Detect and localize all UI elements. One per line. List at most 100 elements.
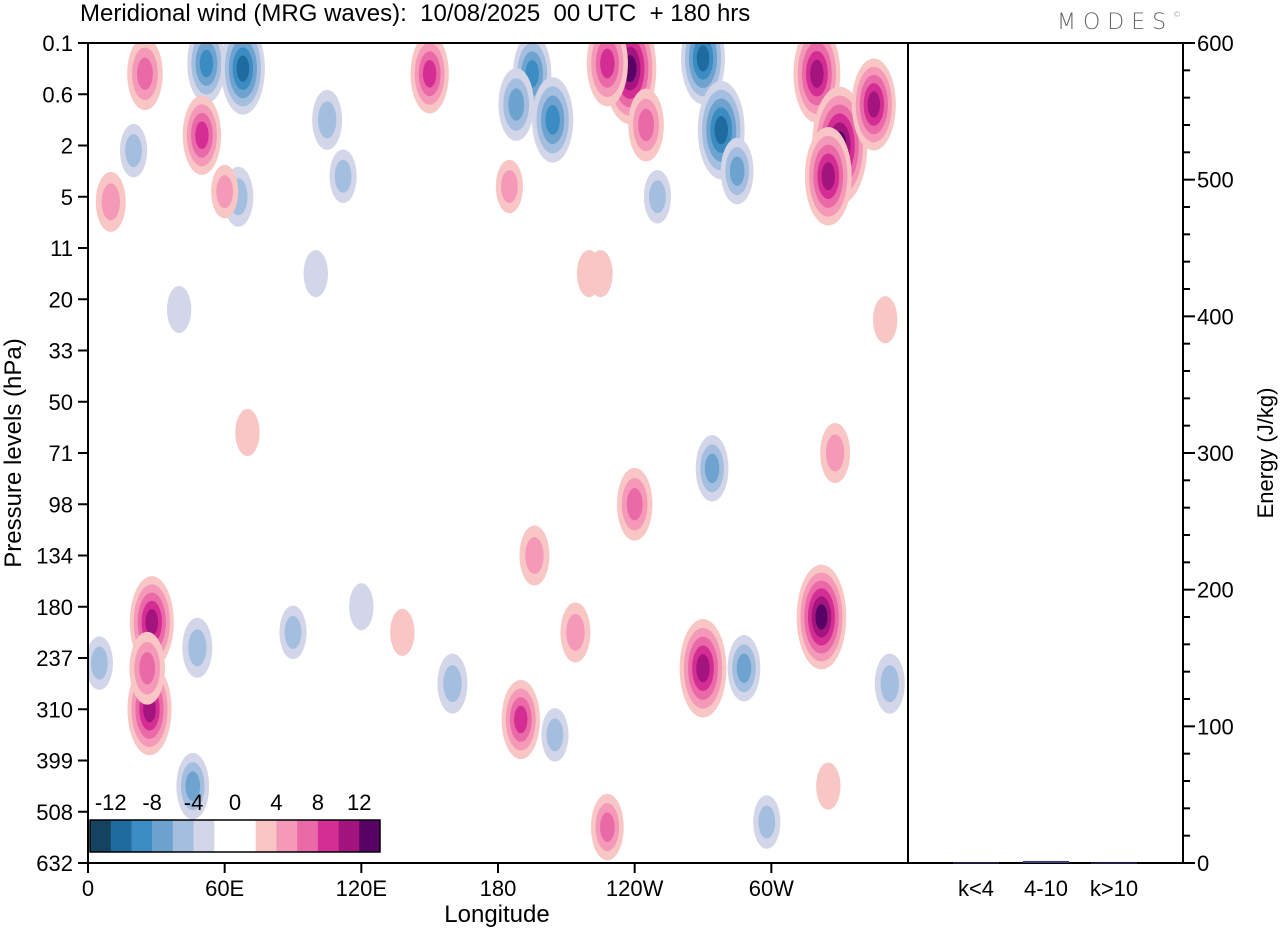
contour-blob <box>211 164 239 219</box>
colorbar-swatch <box>110 820 132 852</box>
contour-blob <box>501 679 540 760</box>
x-tick-label: 180 <box>480 876 517 901</box>
y-tick-label: 508 <box>36 800 73 825</box>
contour-level <box>816 762 841 810</box>
contour-blob <box>127 43 163 111</box>
colorbar-swatch <box>90 820 112 852</box>
contour-blob <box>495 159 523 214</box>
y-tick-label: 20 <box>49 287 73 312</box>
contour-blob <box>235 408 260 457</box>
colorbar-swatch <box>235 820 257 852</box>
contour-level <box>873 296 898 344</box>
chart-title: Meridional wind (MRG waves): 10/08/2025 … <box>80 0 751 27</box>
energy-bar <box>953 862 999 864</box>
contour-level <box>704 453 720 484</box>
contour-blob <box>303 250 328 298</box>
contour-level <box>649 180 666 214</box>
x-tick-label: 120W <box>606 876 664 901</box>
contour-blob <box>279 605 307 660</box>
colorbar-swatch <box>359 820 381 852</box>
colorbar-swatch <box>193 820 215 852</box>
contour-level <box>443 665 462 703</box>
x-tick-label: 60W <box>749 876 794 901</box>
energy-tick-label: 500 <box>1197 168 1234 193</box>
contour-blob <box>874 653 905 714</box>
contour-blob <box>804 127 852 226</box>
contour-blob <box>616 467 653 541</box>
x-tick-label: 0 <box>82 876 94 901</box>
contour-level <box>546 718 564 752</box>
contour-blob <box>390 608 415 656</box>
contour-level <box>566 613 585 651</box>
contour-blob <box>220 43 265 115</box>
contour-blob <box>410 43 449 114</box>
energy-bar-frame <box>907 42 1184 864</box>
colorbar-swatch <box>276 820 298 852</box>
x-axis-label: Longitude <box>444 901 549 928</box>
contour-level <box>867 91 881 118</box>
contour-level <box>626 488 643 521</box>
contour-blob <box>187 43 226 104</box>
contour-level <box>810 59 824 88</box>
contour-blob <box>95 171 126 232</box>
contour-level <box>588 250 613 298</box>
contour-level <box>125 134 142 168</box>
colorbar-label: -4 <box>184 790 204 815</box>
contour-blob <box>643 169 672 224</box>
contour-level <box>139 652 156 685</box>
contour-blob <box>541 708 569 762</box>
contour-blob <box>628 88 664 162</box>
colorbar-label: 0 <box>229 790 241 815</box>
contour-level <box>303 250 328 298</box>
contour-level <box>166 285 192 334</box>
contour-level <box>545 104 560 135</box>
y-tick-label: 11 <box>50 236 73 261</box>
colorbar-swatch <box>255 820 277 852</box>
modes-logo: MODES© <box>1057 10 1182 35</box>
contour-blob <box>166 285 192 334</box>
contour-level <box>758 805 776 839</box>
contour-level <box>235 408 260 457</box>
x-tick-label: 60E <box>205 876 244 901</box>
colorbar-swatch <box>338 820 360 852</box>
contour-blob <box>793 43 841 123</box>
pressure-axis: 0.1 0.6 2 5 11 20 33 50 71 98 134 180 237 310 399 508 63… <box>36 31 88 876</box>
contour-level <box>101 183 120 221</box>
energy-tick-label: 600 <box>1197 31 1234 56</box>
contour-blob <box>129 631 166 705</box>
contour-level <box>821 162 835 191</box>
colorbar-label: 8 <box>312 790 324 815</box>
contour-level <box>880 665 899 703</box>
contour-level <box>500 170 518 203</box>
colorbar-label: 12 <box>347 790 371 815</box>
contour-level <box>390 608 415 656</box>
contour-blob <box>820 423 851 483</box>
y-tick-label: 632 <box>36 851 73 876</box>
y-tick-label: 0.1 <box>42 31 73 56</box>
colorbar-swatch <box>152 820 174 852</box>
contour-blob <box>532 77 574 163</box>
contour-blob <box>498 68 535 141</box>
y-tick-label: 237 <box>36 646 73 671</box>
energy-bar <box>1091 862 1137 864</box>
bar-category-label: k<4 <box>958 876 994 901</box>
contour-blob <box>695 435 729 502</box>
contour-level <box>188 629 207 667</box>
colorbar-swatch <box>131 820 153 852</box>
colorbar-label: 4 <box>270 790 282 815</box>
bar-category-label: k>10 <box>1090 876 1138 901</box>
contour-level <box>600 812 615 842</box>
x-tick-label: 120E <box>336 876 387 901</box>
energy-tick-label: 100 <box>1197 714 1234 739</box>
contour-level <box>317 101 337 139</box>
colorbar-label: -12 <box>95 790 127 815</box>
y-tick-label: 5 <box>61 185 73 210</box>
contour-level <box>236 55 250 82</box>
contour-level <box>825 434 845 472</box>
contour-blob <box>519 525 550 586</box>
y-tick-label: 0.6 <box>42 82 73 107</box>
colorbar: -12 -8 -4 0 4 8 12 <box>89 790 381 853</box>
contour-blob <box>727 635 761 702</box>
contour-blob <box>873 296 898 344</box>
